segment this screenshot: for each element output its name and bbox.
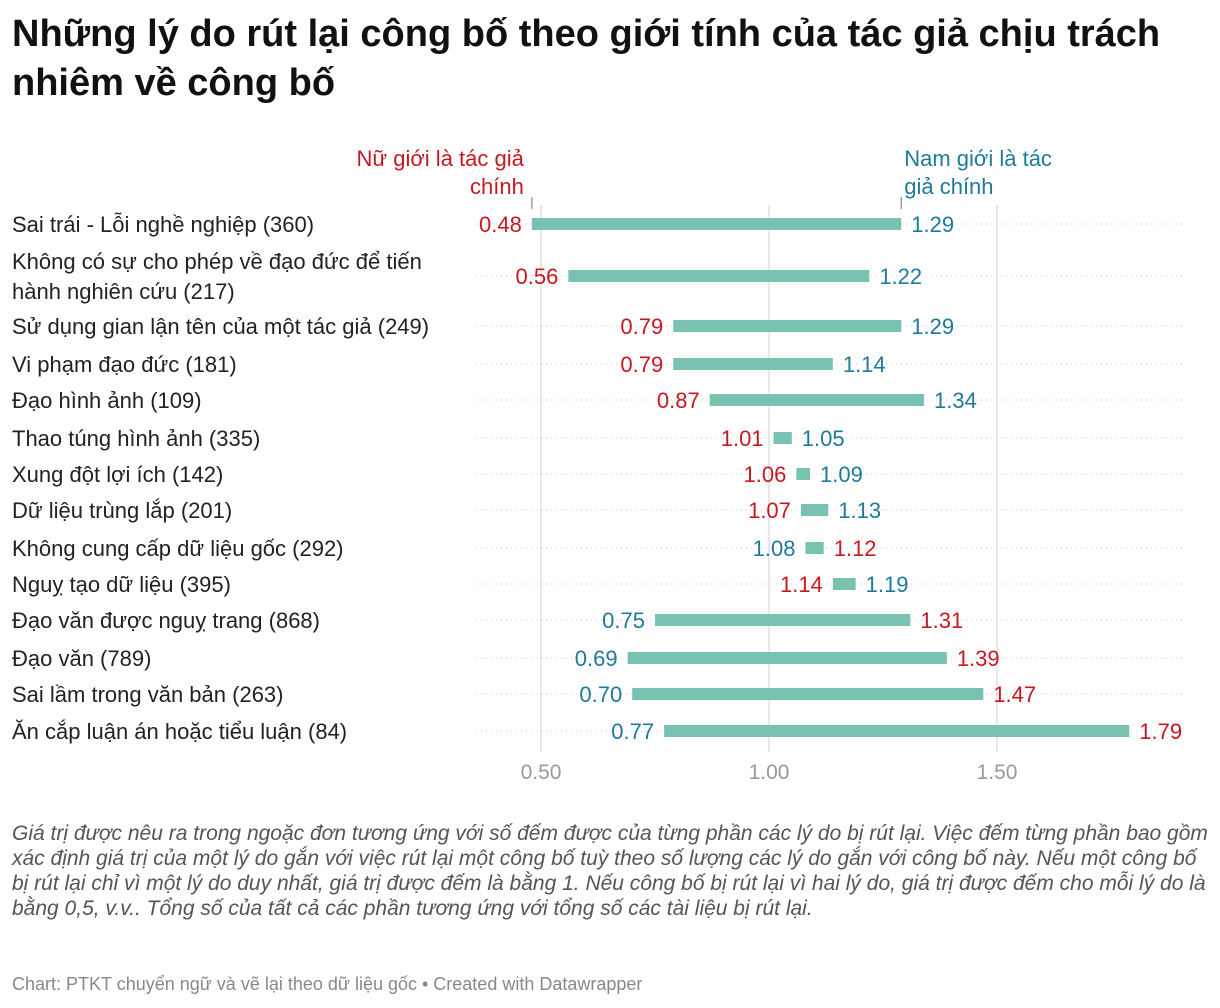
value-label-female: 1.01 — [721, 426, 764, 451]
value-label-male: 1.09 — [820, 462, 863, 487]
range-bar — [673, 358, 833, 370]
value-label-female: 1.47 — [993, 682, 1036, 707]
value-label-male: 1.34 — [934, 388, 977, 413]
category-label: Vi phạm đạo đức (181) — [12, 352, 237, 377]
value-label-male: 1.08 — [753, 536, 796, 561]
value-label-male: 1.19 — [866, 572, 909, 597]
category-label: Đạo văn (789) — [12, 646, 151, 671]
category-label: Đạo hình ảnh (109) — [12, 388, 202, 413]
value-label-male: 1.13 — [838, 498, 881, 523]
chart-title: Những lý do rút lại công bố theo giới tí… — [12, 13, 1161, 104]
chart-notes: Giá trị được nêu ra trong ngoặc đơn tươn… — [12, 822, 1208, 920]
value-label-female: 0.87 — [657, 388, 700, 413]
range-bar — [796, 468, 811, 480]
value-label-female: 1.79 — [1139, 719, 1182, 744]
chart-source: Chart: PTKT chuyển ngữ và vẽ lại theo dữ… — [12, 974, 643, 994]
category-label: Không có sự cho phép về đạo đức để tiến — [12, 249, 422, 274]
category-label: hành nghiên cứu (217) — [12, 279, 235, 304]
range-bar — [832, 578, 856, 590]
value-label-female: 1.06 — [744, 462, 787, 487]
category-label: Thao túng hình ảnh (335) — [12, 426, 260, 451]
legend-female: Nữ giới là tác giả — [357, 146, 525, 171]
value-label-female: 1.31 — [920, 608, 963, 633]
range-bar — [664, 725, 1130, 737]
range-bar — [673, 320, 902, 332]
range-bar — [632, 688, 984, 700]
value-label-male: 1.05 — [802, 426, 845, 451]
range-bar — [568, 270, 870, 282]
category-label: Không cung cấp dữ liệu gốc (292) — [12, 536, 344, 561]
value-label-female: 1.14 — [780, 572, 823, 597]
legend-male: Nam giới là tác — [904, 146, 1052, 171]
value-label-female: 0.79 — [620, 352, 663, 377]
range-bar — [805, 542, 824, 554]
range-chart: 0.50 1.00 1.50 Nữ giới là tác giả chính Nam g… — [12, 146, 1186, 784]
value-label-male: 0.77 — [611, 719, 654, 744]
legend-female: chính — [470, 174, 524, 199]
category-label: Đạo văn được nguỵ trang (868) — [12, 608, 320, 633]
category-label: Dữ liệu trùng lắp (201) — [12, 498, 232, 523]
x-tick-label: 1.50 — [977, 761, 1018, 784]
value-label-female: 0.56 — [516, 264, 559, 289]
category-label: Xung đột lợi ích (142) — [12, 462, 223, 487]
category-label: Sai lầm trong văn bản (263) — [12, 682, 284, 707]
value-label-male: 1.29 — [911, 314, 954, 339]
range-bar — [531, 218, 902, 230]
value-label-female: 0.79 — [620, 314, 663, 339]
range-bar — [800, 504, 829, 516]
category-label: Sai trái - Lỗi nghề nghiệp (360) — [12, 212, 314, 237]
value-label-female: 1.07 — [748, 498, 791, 523]
category-label: Ăn cắp luận án hoặc tiểu luận (84) — [12, 719, 347, 744]
value-label-male: 0.70 — [579, 682, 622, 707]
value-label-female: 1.39 — [957, 646, 1000, 671]
value-label-female: 0.48 — [479, 212, 522, 237]
value-label-male: 0.69 — [575, 646, 618, 671]
value-label-male: 1.14 — [843, 352, 886, 377]
category-label: Nguỵ tạo dữ liệu (395) — [12, 572, 231, 597]
range-bar — [627, 652, 947, 664]
value-label-male: 1.29 — [911, 212, 954, 237]
range-bar — [655, 614, 911, 626]
category-label: Sử dụng gian lận tên của một tác giả (24… — [12, 314, 429, 339]
range-bar — [773, 432, 792, 444]
value-label-male: 1.22 — [879, 264, 922, 289]
x-tick-label: 1.00 — [749, 761, 790, 784]
range-bar — [709, 394, 925, 406]
x-tick-label: 0.50 — [521, 761, 562, 784]
value-label-male: 0.75 — [602, 608, 645, 633]
legend-male: giả chính — [904, 174, 993, 199]
value-label-female: 1.12 — [834, 536, 877, 561]
